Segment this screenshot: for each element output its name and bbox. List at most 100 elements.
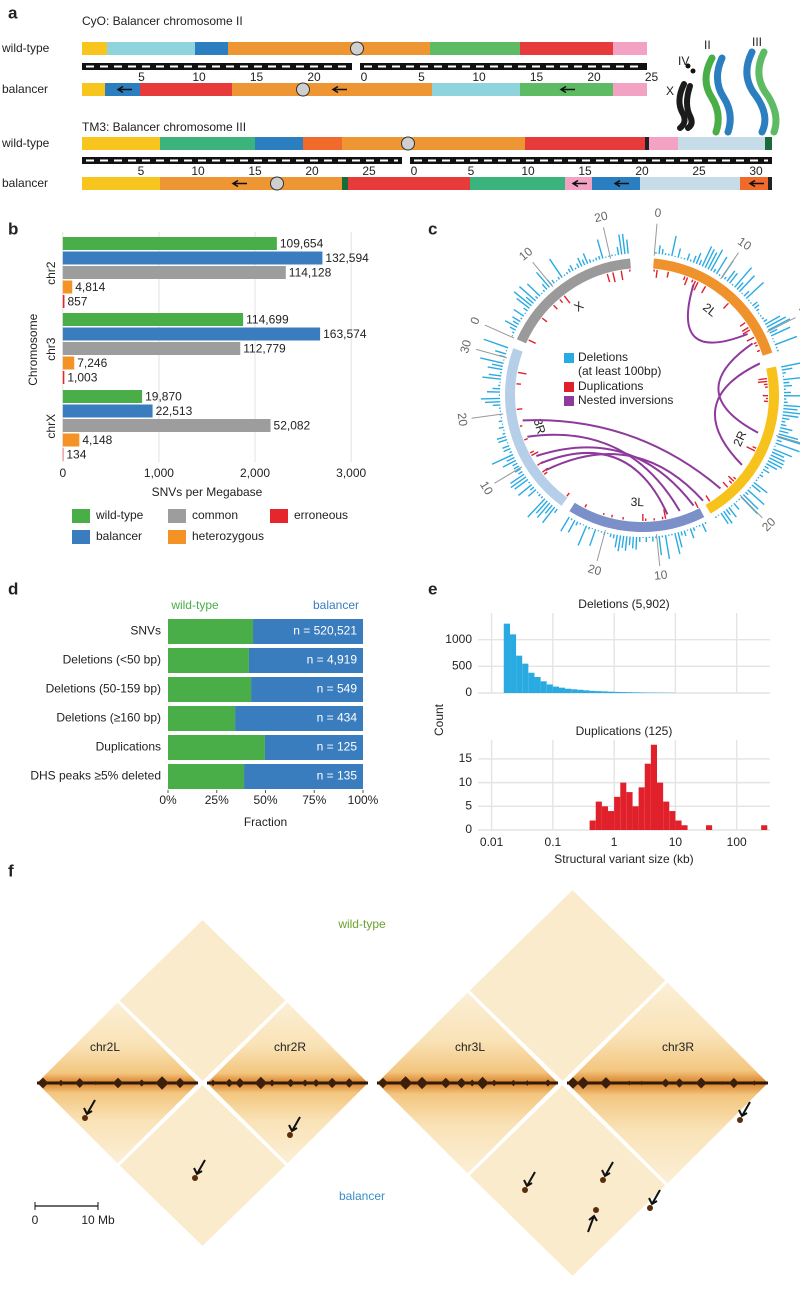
hic-domain xyxy=(626,1080,632,1086)
hic-domain xyxy=(37,1077,49,1089)
deletion-track xyxy=(749,486,752,489)
duplication-track xyxy=(553,304,558,310)
bar-segment xyxy=(264,735,363,760)
duplication-track xyxy=(519,425,523,428)
deletion-track xyxy=(759,474,764,478)
deletion-track xyxy=(502,445,510,449)
inversion-arc xyxy=(527,433,681,512)
legend-note: (at least 100bp) xyxy=(578,364,661,378)
row-label: wild-type xyxy=(1,41,50,55)
deletion-track xyxy=(723,510,733,524)
circos-tick xyxy=(766,317,796,333)
karyotype-chromosome xyxy=(755,48,780,136)
ruler-tick-label: 0 xyxy=(411,164,418,178)
deletion-track xyxy=(510,473,525,484)
chromosome-segment xyxy=(613,42,647,55)
hic-arrow xyxy=(738,1101,751,1118)
deletion-track xyxy=(541,283,548,290)
deletion-track xyxy=(589,528,597,547)
hic-domain xyxy=(312,1079,320,1087)
deletion-track xyxy=(534,295,539,300)
bar-count-label: 22,513 xyxy=(156,404,193,418)
chromosome-segment xyxy=(613,83,647,96)
ruler-tick-label: 5 xyxy=(468,164,475,178)
deletion-track xyxy=(557,276,561,280)
deletion-track xyxy=(510,476,527,489)
deletion-track xyxy=(704,249,715,269)
bar xyxy=(62,448,64,461)
row-label: balancer xyxy=(2,176,48,190)
histogram-bar xyxy=(565,688,572,693)
deletion-track xyxy=(506,456,515,462)
chromosome-arc xyxy=(705,366,779,514)
deletion-track xyxy=(747,299,750,302)
deletion-track xyxy=(781,362,800,368)
chromosome-segment xyxy=(525,137,645,150)
duplication-track xyxy=(563,295,571,304)
deletion-track xyxy=(680,531,683,536)
duplication-track xyxy=(543,471,548,476)
hic-domain xyxy=(600,1077,612,1089)
deletion-track xyxy=(525,296,534,304)
duplication-track xyxy=(756,349,761,353)
arm-label: chr2L xyxy=(90,1040,120,1054)
bar xyxy=(62,371,65,384)
x-tick-label: 100 xyxy=(727,835,747,849)
hic-arrow xyxy=(288,1116,301,1133)
histogram-bar xyxy=(552,686,560,693)
hic-spot xyxy=(82,1115,88,1121)
legend-label: common xyxy=(192,508,238,522)
histogram-bar xyxy=(546,684,553,693)
bar-count-label: 857 xyxy=(67,295,87,309)
deletion-track xyxy=(658,535,663,556)
circos-tick-label: 10 xyxy=(735,234,754,253)
inversion-arc xyxy=(686,284,749,344)
duplication-track xyxy=(531,451,539,457)
hic-domain xyxy=(577,1076,590,1090)
histogram-bar xyxy=(503,623,511,693)
hic-domain xyxy=(661,1078,670,1088)
hic-arrow xyxy=(648,1189,661,1206)
bar-count-label: 4,814 xyxy=(75,280,105,294)
bar-segment xyxy=(168,619,254,644)
ruler-tick-label: 30 xyxy=(749,164,763,178)
hic-domain xyxy=(440,1077,452,1089)
hic-domain xyxy=(57,1079,65,1087)
duplication-track xyxy=(705,495,711,502)
deletion-track xyxy=(526,283,541,297)
series-header: wild-type xyxy=(170,598,219,612)
deletion-track xyxy=(723,276,727,280)
circos-tick-label: 10 xyxy=(477,479,496,498)
chromosome-arc xyxy=(516,258,631,344)
deletion-track xyxy=(504,320,518,328)
deletion-track xyxy=(770,326,791,337)
circos-tick xyxy=(476,348,508,359)
deletion-track xyxy=(631,536,635,549)
inversion-arc xyxy=(717,342,759,434)
deletion-track xyxy=(517,484,533,496)
condition-label: balancer xyxy=(339,1189,385,1203)
deletion-track xyxy=(567,519,576,533)
deletion-track xyxy=(783,384,793,387)
ruler-tick-label: 15 xyxy=(248,164,262,178)
deletion-track xyxy=(764,465,769,470)
category-label: Duplications xyxy=(96,740,161,754)
duplication-track xyxy=(728,480,733,484)
hic-domain xyxy=(544,1079,552,1087)
deletion-track xyxy=(726,270,736,282)
deletion-track xyxy=(767,318,791,331)
legend-swatch xyxy=(270,509,288,523)
histogram-bar xyxy=(589,820,596,830)
chromosome-segment xyxy=(649,137,678,150)
hic-domain xyxy=(567,1077,579,1089)
deletion-track xyxy=(766,316,787,328)
inversion-arc xyxy=(540,451,669,515)
duplication-track xyxy=(746,446,756,452)
deletion-track xyxy=(494,350,507,355)
histogram-bar xyxy=(675,820,682,830)
karyotype-label: X xyxy=(666,84,674,98)
deletion-track xyxy=(760,471,764,474)
centromere xyxy=(350,41,364,56)
scale-bar-label: 10 Mb xyxy=(81,1213,115,1227)
deletion-track xyxy=(782,372,786,374)
